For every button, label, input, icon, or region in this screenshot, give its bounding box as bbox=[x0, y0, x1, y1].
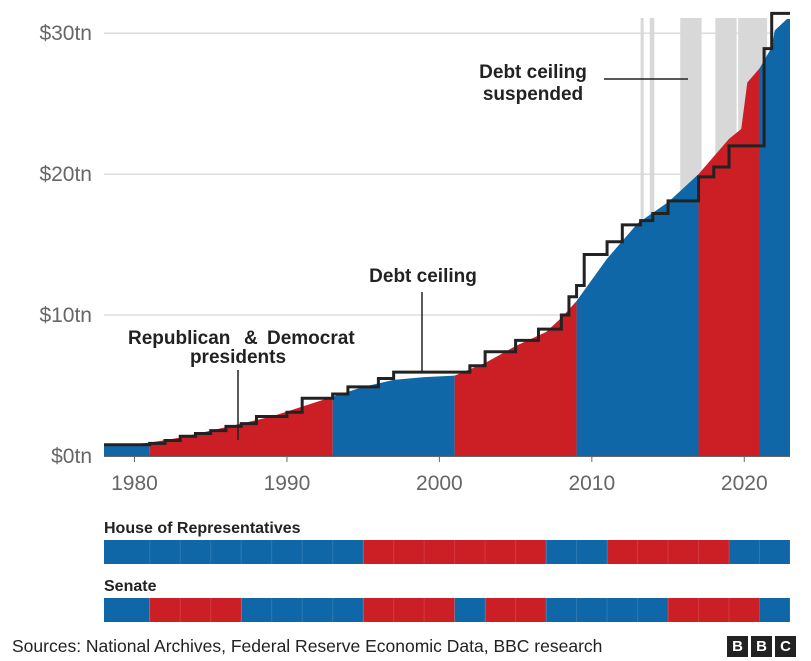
strip-segment-democrat bbox=[104, 540, 364, 564]
bbc-logo-letter-3: C bbox=[775, 636, 796, 657]
x-tick-label: 2020 bbox=[721, 472, 768, 495]
strip-segment-republican bbox=[363, 598, 455, 622]
strip-segment-republican bbox=[668, 598, 760, 622]
legend-democrat: Democrat bbox=[267, 328, 355, 349]
strip-segment-democrat bbox=[729, 540, 790, 564]
bbc-logo-letter-2: B bbox=[751, 636, 772, 657]
debt-ceiling-line bbox=[104, 11, 790, 447]
debt-chart: $0tn $10tn $20tn $30tn Debt ceiling Debt ceil… bbox=[39, 11, 791, 622]
strip-title: Senate bbox=[104, 578, 157, 595]
strip-segment-democrat bbox=[104, 598, 150, 622]
strip-segment-democrat bbox=[546, 540, 608, 564]
y-tick-label: $20tn bbox=[39, 163, 92, 186]
strip-title: House of Representatives bbox=[104, 520, 301, 537]
x-tick-label: 2000 bbox=[416, 472, 463, 495]
strip-segment-democrat bbox=[759, 598, 790, 622]
y-tick-label: $10tn bbox=[39, 304, 92, 327]
president-area-republican bbox=[698, 68, 760, 456]
bbc-logo: B B C bbox=[727, 636, 796, 657]
x-tick-label: 1980 bbox=[111, 472, 158, 495]
strip-segment-republican bbox=[149, 598, 242, 622]
x-tick-label: 2010 bbox=[568, 472, 615, 495]
strip-segment-democrat bbox=[546, 598, 669, 622]
strip-segment-democrat bbox=[241, 598, 364, 622]
president-area-democrat bbox=[576, 174, 699, 456]
y-tick-label: $30tn bbox=[39, 22, 92, 45]
strip-segment-republican bbox=[607, 540, 730, 564]
strip-segment-democrat bbox=[454, 598, 486, 622]
y-tick-label: $0tn bbox=[51, 445, 92, 468]
president-area-republican bbox=[454, 300, 577, 456]
strip-segment-republican bbox=[363, 540, 547, 564]
bbc-logo-letter-1: B bbox=[727, 636, 748, 657]
legend-ampersand: & bbox=[244, 328, 258, 349]
president-area-democrat bbox=[332, 375, 455, 456]
president-area-democrat bbox=[759, 19, 790, 457]
legend-presidents: presidents bbox=[190, 347, 286, 368]
strip-segment-republican bbox=[485, 598, 547, 622]
x-tick-label: 1990 bbox=[264, 472, 311, 495]
debt-ceiling-label: Debt ceiling bbox=[369, 266, 477, 287]
legend-republican: Republican bbox=[128, 328, 230, 349]
suspended-label-line2: suspended bbox=[483, 84, 583, 105]
suspended-label-line1: Debt ceiling bbox=[479, 62, 587, 83]
sources-note: Sources: National Archives, Federal Rese… bbox=[12, 636, 603, 656]
